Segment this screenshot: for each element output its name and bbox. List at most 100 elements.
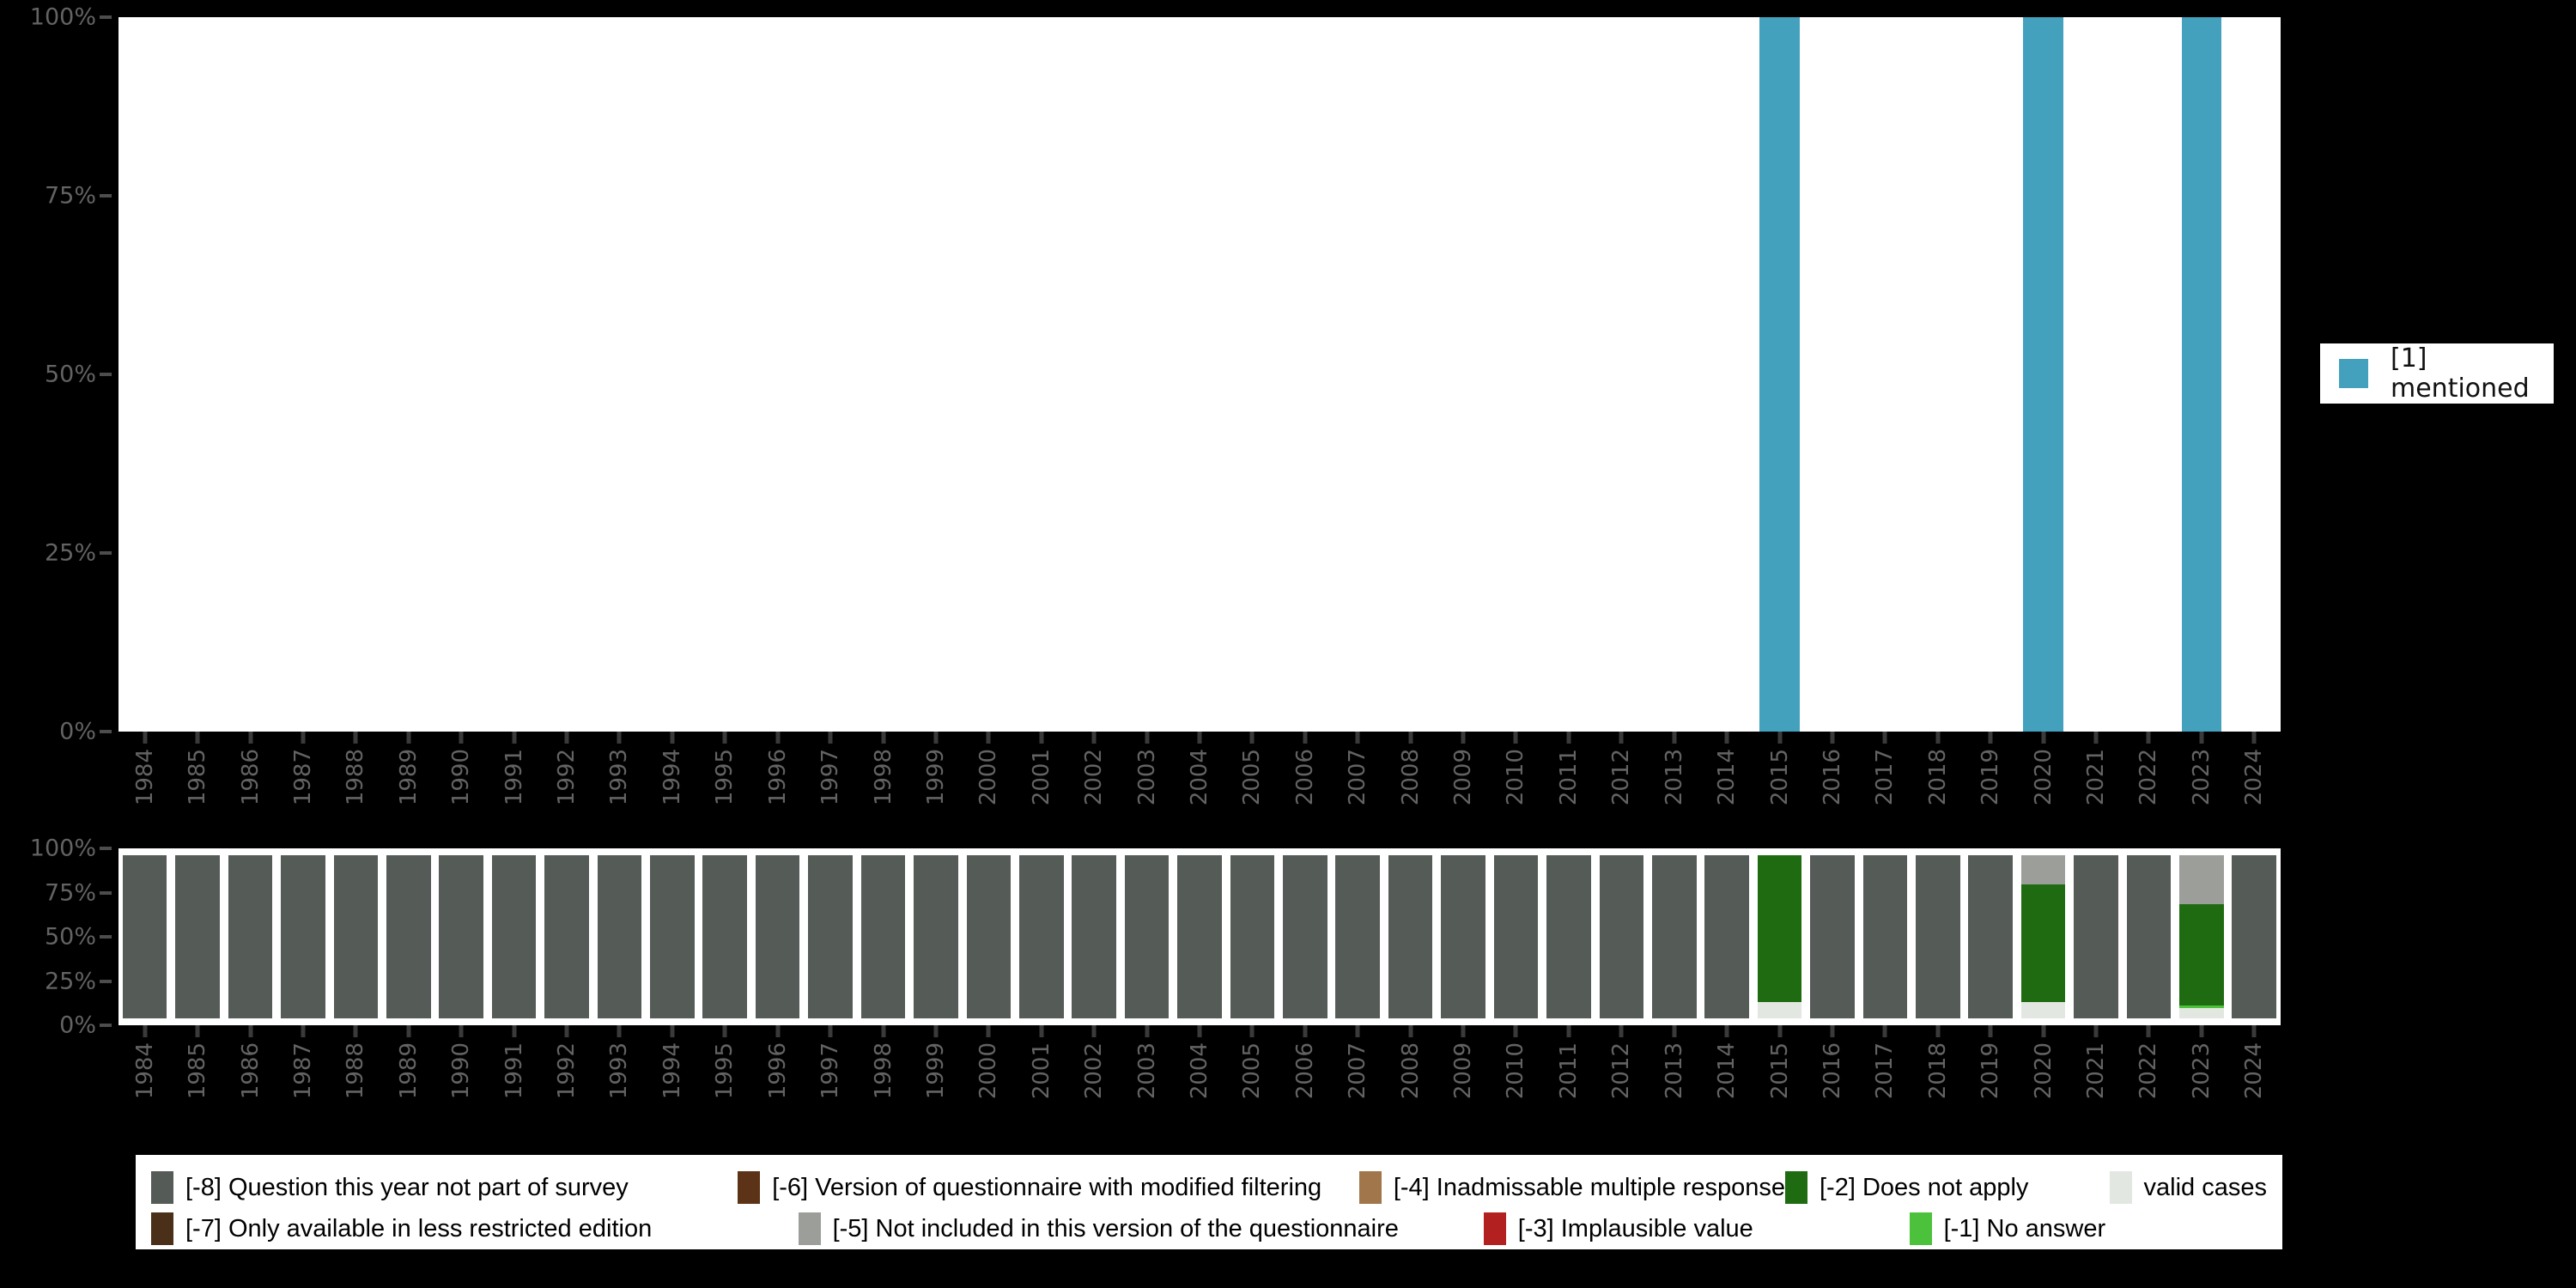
missing-x-tick <box>301 1025 306 1037</box>
main-y-tick <box>100 551 112 555</box>
missing-bar-2008[interactable] <box>1384 855 1437 1018</box>
missing-bar-2010[interactable] <box>1490 855 1542 1018</box>
main-x-tick <box>2041 732 2046 744</box>
legend-item[interactable]: [-7] Only available in less restricted e… <box>151 1212 799 1245</box>
missing-x-tick <box>1355 1025 1360 1037</box>
legend-item[interactable]: [-5] Not included in this version of the… <box>798 1212 1484 1245</box>
missing-bar-2019[interactable] <box>1965 855 2017 1018</box>
missing-bar-2004[interactable] <box>1173 855 1225 1018</box>
missing-stack <box>1599 855 1644 1018</box>
segment--8 <box>1493 855 1539 1018</box>
missing-bar-1989[interactable] <box>382 855 434 1018</box>
missing-bar-1991[interactable] <box>488 855 540 1018</box>
missing-x-tick <box>986 1025 991 1037</box>
legend-swatch-mentioned <box>2339 359 2368 388</box>
legend-swatch <box>738 1171 761 1204</box>
missing-bar-2021[interactable] <box>2069 855 2122 1018</box>
missing-x-tick-label-2012: 2012 <box>1608 1042 1635 1100</box>
main-x-tick-label-1993: 1993 <box>606 749 633 806</box>
segment--8 <box>1124 855 1170 1018</box>
missing-values-legend[interactable]: [-8] Question this year not part of surv… <box>136 1155 2282 1249</box>
missing-x-tick <box>2041 1025 2046 1037</box>
missing-x-tick <box>1830 1025 1835 1037</box>
segment--8 <box>1283 855 1327 1018</box>
missing-bar-1998[interactable] <box>857 855 909 1018</box>
missing-bar-2017[interactable] <box>1859 855 1911 1018</box>
missing-x-tick <box>1672 1025 1677 1037</box>
missing-bar-1990[interactable] <box>434 855 487 1018</box>
segment-valid <box>1757 1002 1802 1018</box>
missing-stack <box>914 855 958 1018</box>
bar-2015[interactable] <box>1753 17 1806 732</box>
missing-x-tick <box>1303 1025 1308 1037</box>
missing-bar-2007[interactable] <box>1332 855 1384 1018</box>
missing-stack <box>1651 855 1697 1018</box>
missing-bar-2001[interactable] <box>1015 855 1067 1018</box>
missing-bar-1997[interactable] <box>804 855 856 1018</box>
main-x-tick <box>1882 732 1887 744</box>
missing-bar-2024[interactable] <box>2228 855 2281 1018</box>
legend-item[interactable]: [-4] Inadmissable multiple response <box>1358 1171 1785 1204</box>
missing-bar-2012[interactable] <box>1595 855 1648 1018</box>
missing-bar-2016[interactable] <box>1806 855 1858 1018</box>
missing-bar-2022[interactable] <box>2123 855 2175 1018</box>
missing-bar-2013[interactable] <box>1648 855 1700 1018</box>
missing-x-tick-label-1994: 1994 <box>659 1042 685 1100</box>
main-x-tick <box>1619 732 1624 744</box>
main-x-tick-label-2015: 2015 <box>1766 749 1793 806</box>
missing-x-tick <box>1197 1025 1202 1037</box>
segment--8 <box>808 855 853 1018</box>
missing-bar-1994[interactable] <box>646 855 698 1018</box>
missing-stack <box>860 855 906 1018</box>
missing-bar-2002[interactable] <box>1067 855 1120 1018</box>
missing-bar-1999[interactable] <box>909 855 962 1018</box>
missing-x-tick-label-2001: 2001 <box>1028 1042 1054 1100</box>
missing-bar-2005[interactable] <box>1226 855 1279 1018</box>
main-x-tick-label-1997: 1997 <box>817 749 844 806</box>
missing-bar-2006[interactable] <box>1279 855 1331 1018</box>
main-x-tick <box>933 732 939 744</box>
bar-2020[interactable] <box>2017 17 2069 732</box>
legend-item[interactable]: [-3] Implausible value <box>1483 1212 1910 1245</box>
segment--8 <box>966 855 1012 1018</box>
missing-bar-2023[interactable] <box>2175 855 2227 1018</box>
missing-bar-1985[interactable] <box>171 855 223 1018</box>
series-legend[interactable]: [1] mentioned <box>2320 343 2554 404</box>
legend-item[interactable]: [-6] Version of questionnaire with modif… <box>738 1171 1359 1204</box>
missing-bar-1988[interactable] <box>330 855 382 1018</box>
missing-x-tick <box>459 1025 464 1037</box>
main-x-tick-label-2003: 2003 <box>1133 749 1160 806</box>
missing-bar-2018[interactable] <box>1911 855 1964 1018</box>
missing-bar-2003[interactable] <box>1121 855 1173 1018</box>
missing-bar-2011[interactable] <box>1542 855 1595 1018</box>
legend-item[interactable]: [-1] No answer <box>1909 1212 2267 1245</box>
legend-item[interactable]: [-8] Question this year not part of surv… <box>151 1171 738 1204</box>
legend-item[interactable]: [-2] Does not apply <box>1784 1171 2110 1204</box>
missing-x-tick-label-1991: 1991 <box>501 1042 527 1100</box>
missing-bar-1992[interactable] <box>540 855 592 1018</box>
missing-bar-2015[interactable] <box>1753 855 1806 1018</box>
missing-bar-1993[interactable] <box>593 855 646 1018</box>
missing-bar-1996[interactable] <box>751 855 804 1018</box>
missing-bar-1987[interactable] <box>276 855 329 1018</box>
bar-2023[interactable] <box>2175 17 2227 732</box>
missing-bar-1995[interactable] <box>699 855 751 1018</box>
missing-bar-2009[interactable] <box>1437 855 1489 1018</box>
segment--8 <box>1651 855 1697 1018</box>
missing-values-panel: 100% 75% 50% 25% 0% 1984 1985 1986 1987 1988 1989… <box>0 835 2284 1116</box>
missing-stack <box>597 855 642 1018</box>
legend-item[interactable]: valid cases <box>2109 1171 2267 1204</box>
missing-bar-1984[interactable] <box>118 855 171 1018</box>
segment--8 <box>386 855 431 1018</box>
missing-bar-2014[interactable] <box>1700 855 1753 1018</box>
missing-bar-2020[interactable] <box>2017 855 2069 1018</box>
segment--8 <box>333 855 379 1018</box>
missing-bar-1986[interactable] <box>224 855 276 1018</box>
main-x-tick-label-1996: 1996 <box>764 749 791 806</box>
main-x-tick-label-2019: 2019 <box>1978 749 2004 806</box>
missing-bar-2000[interactable] <box>963 855 1015 1018</box>
segment--8 <box>755 855 800 1018</box>
segment--8 <box>1599 855 1644 1018</box>
missing-x-tick <box>1145 1025 1150 1037</box>
